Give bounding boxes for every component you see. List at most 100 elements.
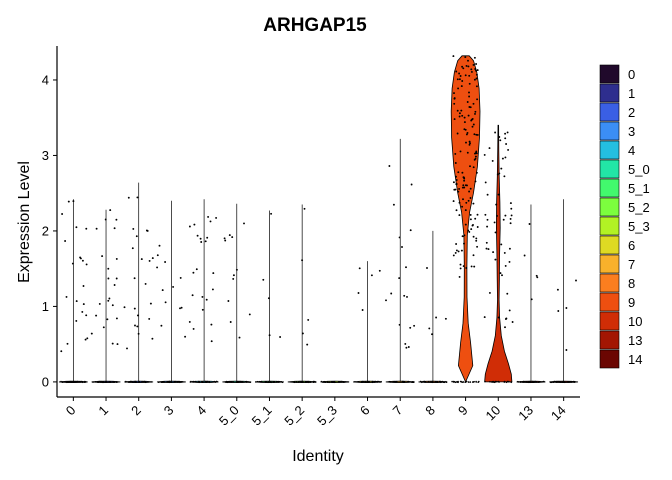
- data-point: [66, 342, 69, 345]
- legend-label-14: 14: [628, 352, 642, 367]
- data-point: [464, 381, 467, 384]
- data-point: [483, 153, 486, 156]
- data-point: [555, 381, 558, 383]
- violin-group-7: [385, 138, 416, 384]
- data-point: [445, 380, 447, 383]
- data-point: [340, 380, 343, 383]
- data-point: [129, 380, 132, 383]
- data-point: [496, 173, 499, 176]
- data-point: [472, 235, 475, 238]
- data-point: [525, 381, 528, 383]
- data-point: [81, 380, 84, 383]
- data-point: [357, 381, 360, 383]
- data-point: [268, 381, 270, 383]
- legend-label-6: 6: [628, 238, 635, 253]
- data-point: [398, 277, 401, 280]
- data-point: [476, 226, 479, 228]
- data-point: [76, 380, 79, 383]
- data-point: [145, 381, 147, 384]
- data-point: [455, 183, 458, 186]
- data-point: [213, 380, 216, 383]
- data-point: [468, 91, 470, 94]
- data-point: [484, 380, 486, 383]
- data-point: [488, 291, 491, 294]
- data-point: [475, 77, 478, 80]
- data-point: [463, 176, 465, 179]
- data-point: [472, 102, 475, 105]
- data-point: [60, 350, 63, 353]
- data-point: [467, 59, 469, 62]
- data-point: [107, 277, 110, 280]
- data-point: [85, 227, 88, 230]
- data-point: [145, 229, 148, 232]
- legend-label-3: 3: [628, 124, 635, 139]
- data-point: [206, 380, 209, 383]
- data-point: [563, 381, 566, 384]
- data-point: [385, 299, 387, 302]
- data-point: [71, 262, 74, 265]
- data-point: [347, 381, 349, 383]
- data-point: [468, 230, 471, 233]
- data-point: [412, 381, 415, 384]
- data-point: [472, 254, 475, 257]
- data-point: [474, 155, 477, 158]
- data-point: [464, 223, 467, 226]
- violin-group-5_2: [287, 204, 317, 384]
- data-point: [111, 304, 114, 307]
- legend-swatch-5_0: [599, 159, 620, 179]
- data-point: [453, 118, 456, 121]
- legend-swatch-8: [599, 273, 620, 293]
- data-point: [306, 343, 309, 346]
- data-point: [192, 380, 194, 383]
- data-point: [472, 202, 475, 205]
- data-point: [194, 380, 197, 383]
- data-point: [486, 218, 489, 221]
- data-point: [232, 277, 235, 280]
- data-point: [497, 316, 500, 319]
- data-point: [135, 381, 137, 384]
- data-point: [235, 268, 238, 271]
- data-point: [111, 342, 114, 345]
- data-point: [474, 180, 477, 183]
- data-point: [498, 136, 501, 138]
- data-point: [475, 69, 477, 72]
- data-point: [455, 249, 458, 252]
- data-point: [312, 380, 315, 383]
- data-point: [132, 381, 134, 383]
- x-tick-label-5_2: 5_2: [281, 403, 307, 429]
- legend-swatch-5_1: [599, 178, 620, 198]
- data-point: [380, 380, 382, 383]
- y-tick-label: 3: [42, 148, 49, 163]
- legend-label-5_0: 5_0: [628, 162, 650, 177]
- data-point: [508, 247, 511, 250]
- data-point: [107, 299, 110, 302]
- data-point: [469, 197, 472, 199]
- data-point: [201, 381, 204, 383]
- data-point: [255, 381, 257, 383]
- data-point: [504, 156, 507, 159]
- data-point: [133, 277, 136, 280]
- data-point: [452, 55, 455, 58]
- data-point: [461, 114, 464, 117]
- y-tick-label: 4: [42, 72, 49, 87]
- data-point: [496, 380, 498, 383]
- data-point: [575, 279, 577, 282]
- legend-label-10: 10: [628, 314, 642, 329]
- data-point: [452, 381, 455, 383]
- data-point: [215, 216, 218, 219]
- data-point: [442, 381, 445, 384]
- data-point: [458, 78, 461, 81]
- data-point: [161, 289, 164, 292]
- data-point: [223, 237, 226, 240]
- data-point: [463, 179, 466, 182]
- data-point: [323, 380, 326, 383]
- data-point: [493, 221, 496, 224]
- data-point: [164, 301, 167, 304]
- data-point: [509, 222, 512, 225]
- data-point: [160, 324, 163, 327]
- data-point: [523, 254, 526, 257]
- data-point: [90, 332, 93, 335]
- x-tick-label-5_1: 5_1: [249, 403, 275, 429]
- legend-swatch-9: [599, 292, 620, 312]
- data-point: [205, 298, 208, 301]
